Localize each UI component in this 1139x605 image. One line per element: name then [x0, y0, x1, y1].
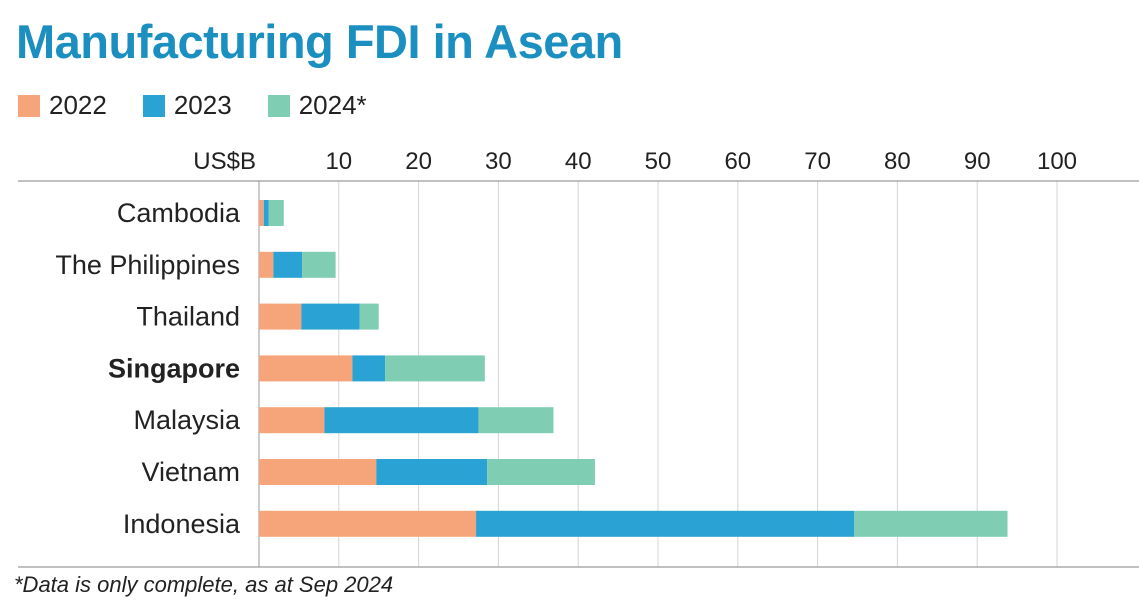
bar-vietnam-2023 [376, 459, 488, 485]
footnote: *Data is only complete, as at Sep 2024 [14, 572, 394, 597]
tick-label-30: 30 [485, 148, 512, 175]
legend-swatch-2023 [142, 94, 165, 117]
bar-cambodia-2023 [263, 200, 269, 226]
legend-label-2023: 2023 [173, 90, 232, 120]
category-label-malaysia: Malaysia [133, 405, 241, 435]
tick-label-80: 80 [884, 148, 911, 175]
tick-label-60: 60 [724, 148, 751, 175]
bar-thailand-2023 [301, 303, 360, 330]
tick-label-90: 90 [964, 148, 991, 175]
bar-indonesia-2022 [259, 510, 477, 537]
category-label-the-philippines: The Philippines [55, 250, 240, 280]
legend-item-2024: 2024* [267, 90, 367, 121]
legend: 2022 2023 2024* [18, 90, 403, 121]
bar-cambodia-2022 [259, 200, 264, 226]
legend-item-2022: 2022 [18, 90, 107, 121]
tick-label-20: 20 [405, 148, 432, 175]
legend-swatch-2022 [18, 94, 40, 117]
bar-indonesia-2023 [476, 510, 855, 537]
bar-indonesia-2024 [854, 510, 1008, 537]
bar-thailand-2022 [259, 303, 302, 330]
bar-the-philippines-2023 [273, 251, 303, 278]
legend-swatch-2024 [267, 94, 290, 117]
chart-title: Manufacturing FDI in Asean [16, 15, 623, 68]
bar-cambodia-2024 [268, 200, 284, 226]
bar-vietnam-2022 [259, 459, 377, 485]
category-label-singapore: Singapore [108, 353, 240, 383]
tick-label-40: 40 [565, 148, 592, 175]
legend-item-2023: 2023 [142, 90, 232, 121]
tick-label-10: 10 [325, 148, 352, 175]
category-label-indonesia: Indonesia [123, 509, 241, 539]
legend-label-2024: 2024* [298, 90, 367, 120]
bar-malaysia-2022 [259, 407, 325, 434]
bar-singapore-2023 [352, 355, 386, 382]
bar-thailand-2024 [359, 303, 379, 330]
bar-malaysia-2023 [324, 407, 479, 434]
category-label-cambodia: Cambodia [117, 198, 241, 228]
bar-malaysia-2024 [478, 407, 554, 434]
bar-singapore-2022 [259, 355, 353, 382]
bar-vietnam-2024 [487, 459, 595, 485]
bar-singapore-2024 [385, 355, 485, 382]
category-label-vietnam: Vietnam [141, 457, 240, 487]
tick-label-50: 50 [645, 148, 672, 175]
tick-label-100: 100 [1037, 148, 1077, 175]
tick-label-70: 70 [804, 148, 831, 175]
bar-the-philippines-2022 [259, 251, 274, 278]
bar-the-philippines-2024 [302, 251, 336, 278]
category-label-thailand: Thailand [136, 302, 240, 332]
axis-unit-label: US$B [193, 148, 256, 175]
legend-label-2022: 2022 [49, 90, 107, 120]
